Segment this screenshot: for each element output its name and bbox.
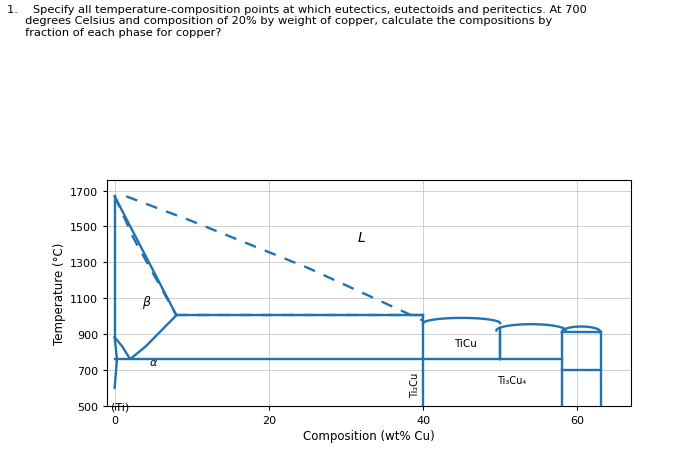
Text: Ti₃Cu₄: Ti₃Cu₄ [497, 376, 526, 386]
Y-axis label: Temperature (°C): Temperature (°C) [52, 242, 66, 344]
Text: L: L [357, 230, 365, 244]
X-axis label: Composition (wt% Cu): Composition (wt% Cu) [304, 429, 435, 442]
Text: α: α [149, 358, 157, 368]
Text: 1.  Specify all temperature-composition points at which eutectics, eutectoids an: 1. Specify all temperature-composition p… [7, 5, 586, 37]
Text: β: β [141, 296, 150, 308]
Text: (Ti): (Ti) [111, 401, 129, 411]
Text: Ti₂Cu: Ti₂Cu [411, 372, 420, 397]
Text: TiCu: TiCu [454, 338, 477, 348]
